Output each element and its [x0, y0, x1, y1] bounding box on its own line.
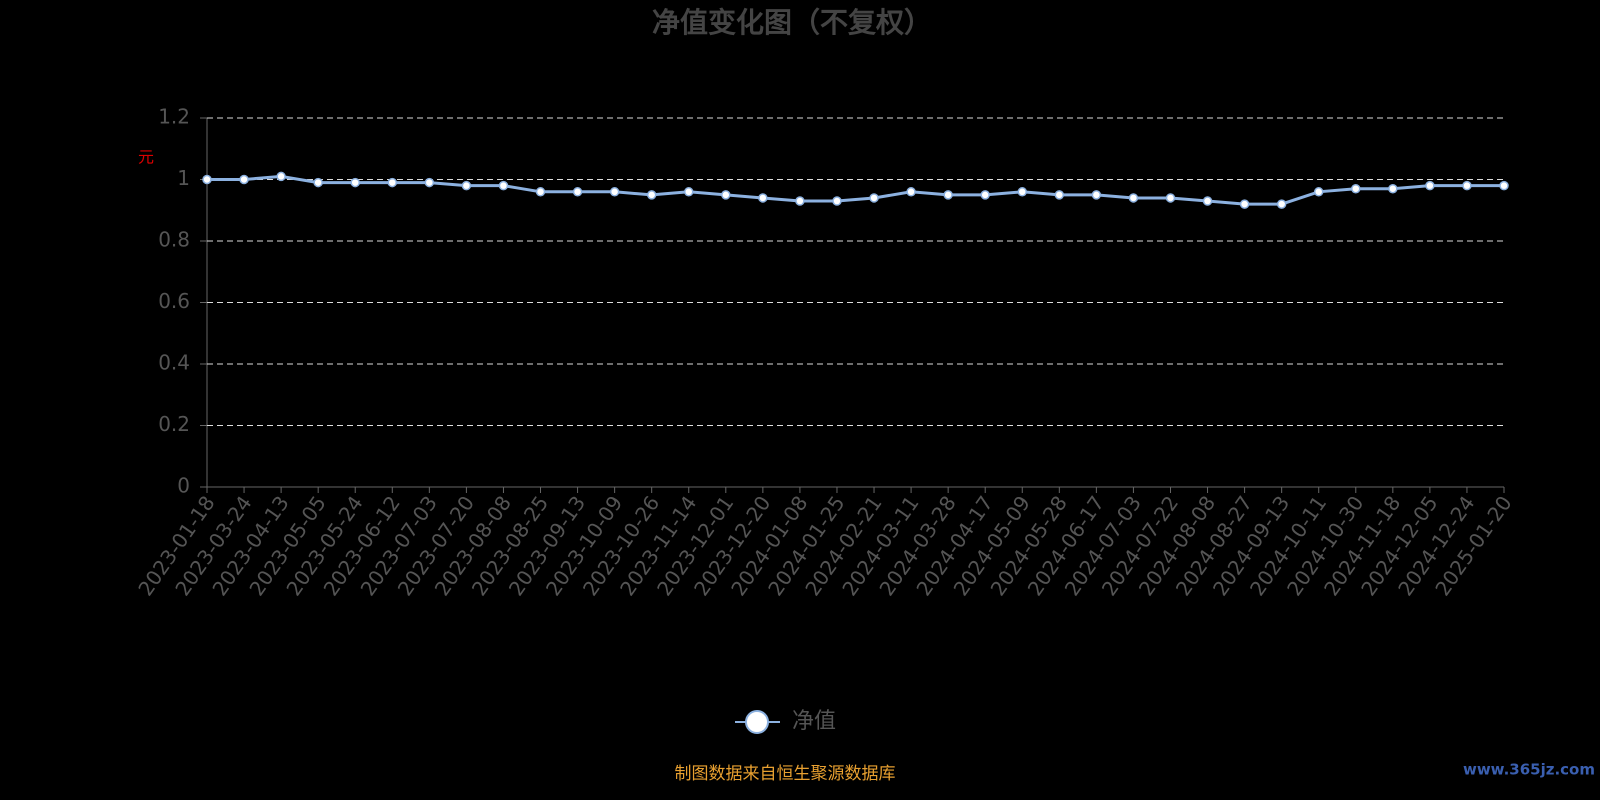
- point: [758, 193, 768, 203]
- y-tick-label: 0: [177, 474, 190, 498]
- point: [387, 177, 398, 188]
- point: [1276, 199, 1287, 209]
- y-axis-label: 元: [138, 148, 154, 167]
- point: [943, 190, 953, 200]
- point: [1351, 183, 1361, 194]
- point: [1165, 193, 1176, 203]
- point: [1462, 180, 1472, 191]
- point: [721, 190, 731, 200]
- point: [1388, 183, 1398, 194]
- point: [1499, 180, 1509, 191]
- point: [239, 174, 249, 185]
- legend-marker[interactable]: [745, 710, 769, 734]
- point: [1425, 180, 1435, 191]
- point: [1313, 187, 1324, 197]
- point: [1054, 190, 1065, 200]
- y-tick-label: 0.6: [158, 289, 190, 313]
- point: [795, 196, 805, 206]
- point: [646, 190, 657, 200]
- point: [1017, 187, 1028, 197]
- point: [1202, 196, 1213, 206]
- line: [207, 174, 1504, 206]
- point: [683, 187, 694, 197]
- y-tick-label: 1: [177, 166, 190, 190]
- point: [461, 180, 472, 191]
- chart-title: 净值变化图（不复权）: [652, 6, 932, 39]
- point: [1128, 193, 1139, 203]
- y-tick-label: 0.2: [158, 412, 190, 436]
- point: [535, 187, 546, 197]
- point: [1239, 199, 1250, 209]
- point: [980, 190, 990, 200]
- watermark: www.365jz.com: [1463, 761, 1595, 779]
- point: [609, 187, 620, 197]
- y-tick-label: 0.4: [158, 351, 190, 375]
- point: [832, 196, 842, 206]
- point: [869, 193, 879, 203]
- point: [1091, 190, 1102, 200]
- point: [906, 187, 916, 197]
- point: [350, 177, 360, 188]
- y-tick-label: 1.2: [158, 105, 190, 129]
- point: [572, 187, 583, 197]
- point: [424, 177, 435, 188]
- point: [313, 177, 323, 188]
- y-tick-label: 0.8: [158, 228, 190, 252]
- point: [276, 171, 286, 182]
- legend-label[interactable]: 净值: [792, 709, 836, 734]
- point: [202, 174, 212, 185]
- point: [498, 180, 509, 191]
- source-note: 制图数据来自恒生聚源数据库: [675, 764, 896, 784]
